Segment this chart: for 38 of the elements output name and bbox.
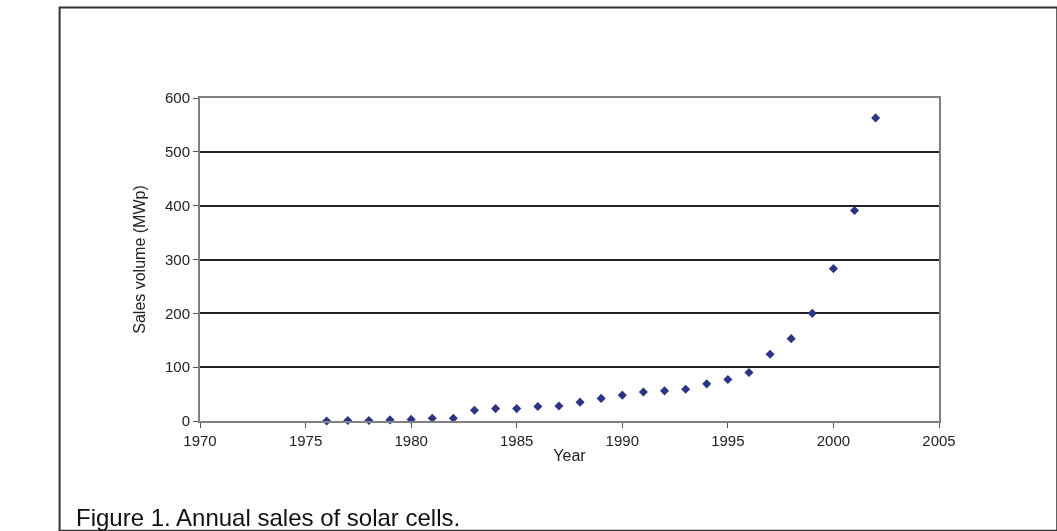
y-axis-title: Sales volume (MWp) bbox=[131, 185, 149, 334]
point bbox=[723, 375, 733, 385]
point bbox=[744, 368, 754, 378]
point bbox=[702, 379, 712, 389]
point bbox=[617, 390, 627, 400]
x-tick-label: 1970 bbox=[183, 432, 217, 449]
point bbox=[659, 386, 670, 396]
x-tick-label: 2005 bbox=[922, 432, 956, 449]
point bbox=[681, 384, 691, 394]
y-tick-label: 0 bbox=[181, 412, 190, 430]
y-tick-label: 500 bbox=[164, 143, 190, 161]
y-tick-label: 600 bbox=[164, 89, 190, 107]
y-tick-label: 400 bbox=[164, 196, 190, 214]
point bbox=[786, 334, 796, 344]
point bbox=[469, 405, 480, 415]
y-tick-label: 200 bbox=[164, 304, 190, 322]
x-tick-label: 2000 bbox=[816, 432, 851, 449]
point bbox=[807, 308, 817, 318]
point bbox=[491, 404, 501, 414]
x-tick-label: 1995 bbox=[711, 432, 745, 449]
point bbox=[596, 393, 606, 403]
point bbox=[533, 401, 543, 412]
point bbox=[575, 397, 585, 407]
y-tick-label: 300 bbox=[164, 250, 190, 268]
point bbox=[512, 404, 522, 414]
point bbox=[849, 205, 860, 216]
y-tick-label: 100 bbox=[164, 358, 190, 376]
point bbox=[828, 264, 838, 274]
point bbox=[638, 387, 648, 397]
point bbox=[554, 401, 564, 411]
point bbox=[871, 113, 881, 123]
point bbox=[765, 349, 775, 359]
x-tick-label: 1990 bbox=[605, 432, 639, 449]
caption: Figure 1. Annual sales of solar cells. bbox=[76, 504, 461, 531]
x-tick-label: 1975 bbox=[288, 432, 323, 449]
x-axis-title: Year bbox=[553, 447, 587, 465]
x-tick-label: 1980 bbox=[394, 432, 428, 449]
x-tick-label: 1985 bbox=[500, 432, 534, 449]
